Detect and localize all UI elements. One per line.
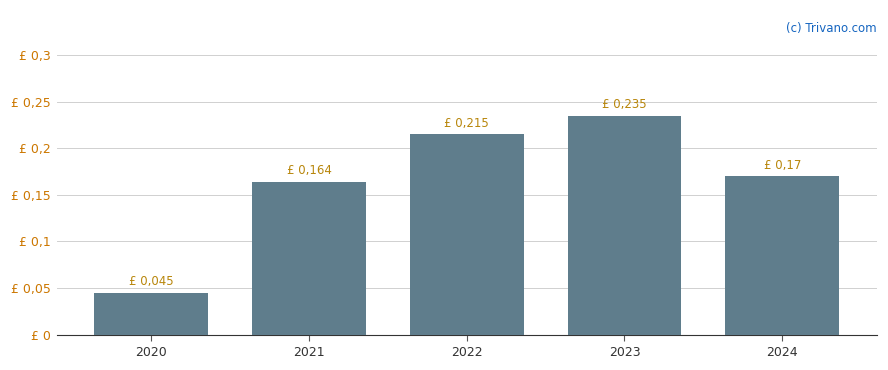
Bar — [252, 182, 366, 335]
Bar — [725, 176, 839, 335]
Text: £ 0,215: £ 0,215 — [444, 117, 489, 130]
Bar — [410, 134, 524, 335]
Text: £ 0,235: £ 0,235 — [602, 98, 646, 111]
Bar — [94, 293, 208, 335]
Text: £ 0,164: £ 0,164 — [287, 164, 331, 177]
Bar — [567, 115, 681, 335]
Text: (c) Trivano.com: (c) Trivano.com — [786, 22, 876, 35]
Text: £ 0,045: £ 0,045 — [129, 275, 173, 288]
Text: £ 0,17: £ 0,17 — [764, 158, 801, 172]
